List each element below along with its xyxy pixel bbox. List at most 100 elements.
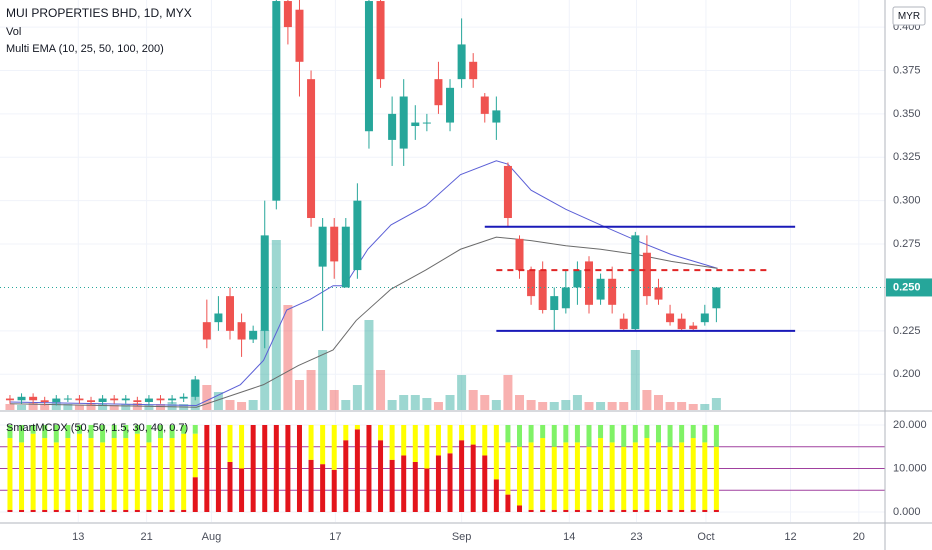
indicator-bar [401, 455, 407, 512]
volume-bar [549, 402, 559, 410]
volume-bar [433, 402, 443, 410]
candle-body [411, 122, 420, 127]
indicator-bar [702, 509, 708, 512]
candle-body [515, 238, 524, 271]
volume-bar [237, 402, 247, 410]
indicator-bar [331, 425, 337, 470]
volume-bar [526, 400, 536, 410]
indicator-bar [158, 425, 164, 439]
candle-body [503, 165, 512, 219]
indicator-bar [76, 509, 82, 512]
candle-body [631, 235, 640, 330]
indicator-bar [389, 459, 395, 512]
indicator-bar [598, 425, 604, 439]
volume-bar [202, 385, 212, 410]
indicator-bar [53, 425, 59, 443]
indicator-bar [482, 455, 488, 512]
last-price-label: 0.250 [893, 281, 921, 293]
indicator-bar [447, 453, 453, 512]
indicator-bar [354, 429, 360, 512]
volume-bar [445, 395, 455, 410]
volume-label: Vol [6, 26, 21, 38]
indicator-bar [470, 425, 476, 445]
indicator-bar [146, 442, 152, 510]
volume-bar [387, 400, 397, 410]
candle-body [110, 398, 119, 401]
volume-bar [248, 400, 258, 410]
candle-body [666, 313, 675, 323]
volume-bar [352, 385, 362, 410]
indicator-bar [412, 425, 418, 462]
indicator-bar [655, 425, 661, 443]
indicator-bar [53, 509, 59, 512]
candle-body [249, 330, 258, 340]
candle-body [52, 398, 61, 403]
indicator-bar [366, 425, 372, 512]
indicator-bar [30, 425, 36, 434]
indicator-bar [482, 425, 488, 456]
indicator-bar [88, 425, 94, 439]
x-tick-label: 12 [784, 531, 796, 543]
indicator-bar [42, 438, 48, 510]
indicator-bar [517, 446, 523, 506]
indicator-bar [493, 425, 499, 480]
indicator-bar [204, 425, 210, 512]
volume-bar [341, 400, 351, 410]
indicator-bar [88, 509, 94, 512]
indicator-bar [134, 433, 140, 510]
indicator-bar [424, 425, 430, 469]
volume-bar [86, 403, 96, 410]
indicator-bar [389, 425, 395, 460]
volume-bar [596, 402, 606, 410]
indicator-bar [308, 425, 314, 460]
volume-bar [144, 405, 154, 410]
candle-body [295, 9, 304, 62]
volume-bar [167, 402, 177, 410]
indicator-bar [19, 425, 25, 443]
indicator-bar [632, 442, 638, 510]
candle-body [121, 398, 130, 401]
candle-body [446, 87, 455, 123]
volume-bar [294, 380, 304, 410]
candle-body [272, 1, 281, 201]
currency-box[interactable] [892, 6, 926, 26]
volume-bar [584, 402, 594, 410]
indicator-bar [181, 433, 187, 510]
indicator-bar [65, 425, 71, 439]
indicator-bar [53, 442, 59, 510]
indicator-bar [65, 509, 71, 512]
volume-bar [515, 395, 525, 410]
indicator-bar [215, 425, 221, 512]
indicator-bar [123, 425, 129, 439]
volume-bar [642, 390, 652, 410]
indicator-bar [181, 425, 187, 434]
y-tick-label: 0.200 [893, 368, 921, 380]
candle-body [341, 226, 350, 288]
indicator-bar [679, 425, 685, 443]
indicator-bar [551, 509, 557, 512]
candle-body [654, 287, 663, 300]
indicator-bar [7, 438, 13, 510]
indicator-bar [76, 425, 82, 434]
indicator-bar [574, 425, 580, 443]
volume-bar [109, 405, 119, 410]
indicator-bar [621, 425, 627, 447]
indicator-bar [540, 425, 546, 439]
indicator-bar [273, 425, 279, 512]
candle-body [376, 1, 385, 80]
indicator-bar [632, 425, 638, 443]
candle-body [179, 396, 188, 399]
candle-body [225, 296, 234, 331]
indicator-bar [227, 425, 233, 462]
indicator-bar [158, 509, 164, 512]
y-tick-label: 20.000 [893, 419, 927, 431]
candle-body [17, 396, 26, 401]
indicator-bar [100, 442, 106, 510]
indicator-bar [435, 425, 441, 456]
currency-label[interactable]: MYR [898, 11, 920, 22]
indicator-bar [493, 479, 499, 512]
indicator-bar [690, 438, 696, 510]
volume-bar [260, 330, 270, 410]
candle-body [596, 278, 605, 300]
